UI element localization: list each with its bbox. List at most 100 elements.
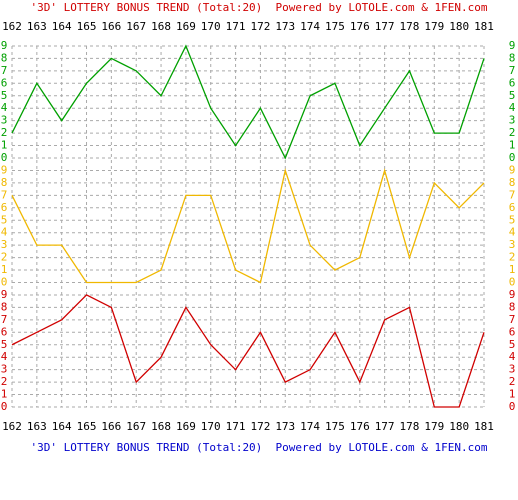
y-tick-label: 9 bbox=[509, 163, 516, 176]
y-tick-label: 8 bbox=[1, 176, 8, 189]
y-tick-label: 0 bbox=[1, 151, 8, 164]
y-tick-label: 4 bbox=[509, 226, 516, 239]
x-tick-label: 178 bbox=[400, 20, 420, 33]
x-tick-label: 165 bbox=[77, 420, 97, 433]
y-tick-label: 6 bbox=[1, 201, 8, 214]
y-tick-label: 9 bbox=[509, 288, 516, 301]
y-tick-label: 3 bbox=[509, 363, 516, 376]
x-tick-label: 162 bbox=[2, 20, 22, 33]
y-tick-label: 0 bbox=[509, 276, 516, 289]
y-tick-label: 3 bbox=[1, 238, 8, 251]
y-tick-label: 0 bbox=[1, 400, 8, 413]
x-tick-label: 178 bbox=[400, 420, 420, 433]
y-tick-label: 4 bbox=[509, 350, 516, 363]
chart-title: '3D' LOTTERY BONUS TREND (Total:20) Powe… bbox=[31, 1, 488, 14]
y-tick-label: 4 bbox=[1, 101, 8, 114]
y-tick-label: 5 bbox=[509, 89, 516, 102]
y-tick-label: 7 bbox=[509, 64, 516, 77]
x-tick-label: 177 bbox=[375, 420, 395, 433]
y-tick-label: 1 bbox=[509, 263, 516, 276]
y-tick-label: 9 bbox=[1, 163, 8, 176]
y-tick-label: 9 bbox=[1, 39, 8, 52]
y-tick-label: 0 bbox=[1, 276, 8, 289]
y-tick-label: 5 bbox=[1, 89, 8, 102]
y-tick-label: 8 bbox=[1, 51, 8, 64]
y-tick-label: 2 bbox=[509, 375, 516, 388]
x-tick-label: 181 bbox=[474, 20, 494, 33]
x-tick-label: 173 bbox=[275, 420, 295, 433]
y-tick-label: 6 bbox=[509, 201, 516, 214]
x-tick-label: 168 bbox=[151, 420, 171, 433]
y-tick-label: 5 bbox=[1, 338, 8, 351]
x-tick-label: 176 bbox=[350, 20, 370, 33]
y-tick-label: 9 bbox=[509, 39, 516, 52]
x-tick-label: 174 bbox=[300, 20, 320, 33]
y-tick-label: 2 bbox=[1, 375, 8, 388]
y-tick-label: 6 bbox=[509, 325, 516, 338]
trend-line bbox=[11, 168, 485, 284]
x-tick-label: 174 bbox=[300, 420, 320, 433]
y-tick-label: 7 bbox=[509, 188, 516, 201]
x-tick-label: 163 bbox=[27, 20, 47, 33]
y-tick-label: 2 bbox=[1, 126, 8, 139]
x-tick-label: 181 bbox=[474, 420, 494, 433]
x-tick-label: 166 bbox=[101, 420, 121, 433]
y-tick-label: 6 bbox=[1, 76, 8, 89]
x-tick-label: 172 bbox=[250, 20, 270, 33]
y-tick-label: 8 bbox=[1, 300, 8, 313]
x-tick-label: 180 bbox=[449, 420, 469, 433]
y-tick-label: 1 bbox=[1, 263, 8, 276]
x-tick-label: 162 bbox=[2, 420, 22, 433]
x-tick-label: 173 bbox=[275, 20, 295, 33]
x-tick-label: 170 bbox=[201, 20, 221, 33]
y-tick-label: 5 bbox=[509, 338, 516, 351]
x-tick-label: 166 bbox=[101, 20, 121, 33]
y-tick-label: 4 bbox=[1, 226, 8, 239]
y-tick-label: 1 bbox=[509, 139, 516, 152]
y-tick-label: 9 bbox=[1, 288, 8, 301]
x-tick-label: 171 bbox=[226, 20, 246, 33]
x-tick-label: 168 bbox=[151, 20, 171, 33]
x-tick-label: 167 bbox=[126, 20, 146, 33]
x-tick-label: 169 bbox=[176, 420, 196, 433]
y-tick-label: 5 bbox=[1, 213, 8, 226]
chart-footer: '3D' LOTTERY BONUS TREND (Total:20) Powe… bbox=[31, 441, 488, 454]
x-tick-label: 171 bbox=[226, 420, 246, 433]
y-tick-label: 8 bbox=[509, 51, 516, 64]
y-tick-label: 3 bbox=[1, 114, 8, 127]
x-tick-label: 167 bbox=[126, 420, 146, 433]
x-tick-label: 172 bbox=[250, 420, 270, 433]
x-tick-label: 165 bbox=[77, 20, 97, 33]
y-tick-label: 0 bbox=[509, 151, 516, 164]
y-tick-label: 3 bbox=[509, 238, 516, 251]
x-tick-label: 169 bbox=[176, 20, 196, 33]
x-tick-label: 179 bbox=[424, 20, 444, 33]
x-tick-label: 180 bbox=[449, 20, 469, 33]
y-tick-label: 5 bbox=[509, 213, 516, 226]
trend-line bbox=[11, 44, 485, 160]
x-tick-label: 176 bbox=[350, 420, 370, 433]
x-tick-label: 170 bbox=[201, 420, 221, 433]
x-tick-label: 177 bbox=[375, 20, 395, 33]
y-tick-label: 8 bbox=[509, 300, 516, 313]
y-tick-label: 7 bbox=[1, 64, 8, 77]
y-tick-label: 6 bbox=[1, 325, 8, 338]
x-tick-label: 164 bbox=[52, 20, 72, 33]
trend-line bbox=[11, 294, 485, 408]
y-tick-label: 2 bbox=[509, 126, 516, 139]
y-tick-label: 6 bbox=[509, 76, 516, 89]
x-tick-label: 175 bbox=[325, 420, 345, 433]
y-tick-label: 2 bbox=[509, 251, 516, 264]
x-tick-label: 175 bbox=[325, 20, 345, 33]
y-tick-label: 1 bbox=[1, 139, 8, 152]
y-tick-label: 4 bbox=[1, 350, 8, 363]
y-tick-label: 1 bbox=[509, 388, 516, 401]
y-tick-label: 7 bbox=[509, 313, 516, 326]
y-tick-label: 3 bbox=[509, 114, 516, 127]
x-tick-label: 163 bbox=[27, 420, 47, 433]
y-tick-label: 1 bbox=[1, 388, 8, 401]
y-tick-label: 7 bbox=[1, 313, 8, 326]
y-tick-label: 2 bbox=[1, 251, 8, 264]
x-tick-label: 164 bbox=[52, 420, 72, 433]
y-tick-label: 8 bbox=[509, 176, 516, 189]
